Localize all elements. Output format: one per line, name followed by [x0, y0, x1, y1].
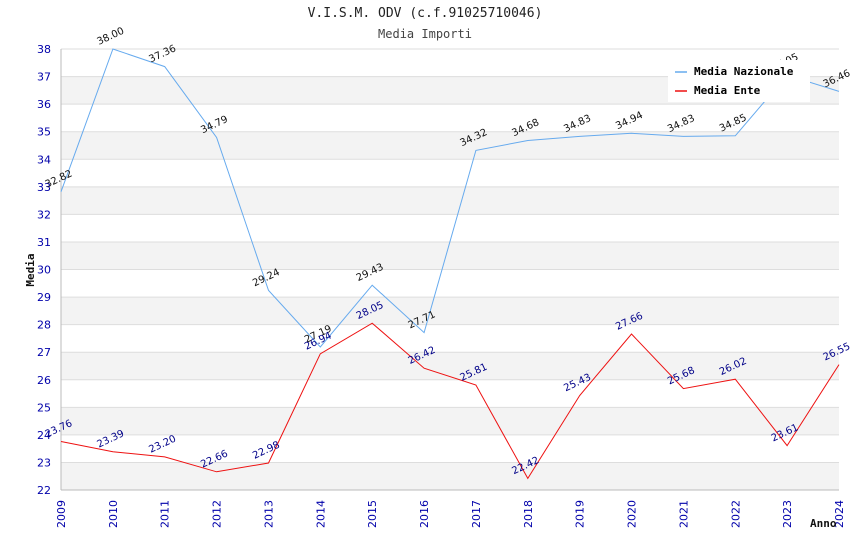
x-tick-label: 2016 — [418, 500, 431, 528]
chart-subtitle: Media Importi — [378, 27, 472, 41]
x-tick-label: 2022 — [729, 500, 742, 528]
x-tick-label: 2018 — [522, 500, 535, 528]
y-tick-label: 27 — [37, 346, 51, 359]
y-tick-label: 24 — [37, 429, 51, 442]
data-label: 34.94 — [614, 110, 645, 132]
y-tick-label: 28 — [37, 319, 51, 332]
y-tick-label: 38 — [37, 43, 51, 56]
series-lines — [60, 48, 840, 480]
x-tick-label: 2012 — [211, 500, 224, 528]
y-tick-label: 32 — [37, 208, 51, 221]
x-tick-label: 2020 — [626, 500, 639, 528]
data-label: 37.36 — [147, 43, 178, 65]
y-tick-label: 34 — [37, 153, 51, 166]
x-tick-label: 2013 — [262, 500, 275, 528]
data-label: 23.20 — [147, 434, 178, 456]
x-tick-label: 2010 — [107, 500, 120, 528]
y-tick-label: 29 — [37, 291, 51, 304]
x-tick-label: 2017 — [470, 500, 483, 528]
data-label: 38.00 — [95, 26, 126, 48]
plot-bands — [61, 76, 839, 490]
y-tick-label: 35 — [37, 126, 51, 139]
y-tick-label: 26 — [37, 374, 51, 387]
legend: Media Nazionale Media Ente — [668, 60, 810, 102]
y-tick-label: 33 — [37, 181, 51, 194]
axes — [60, 49, 839, 491]
x-axis-title: Anno — [810, 517, 837, 530]
data-label: 23.76 — [44, 418, 75, 440]
y-tick-label: 25 — [37, 401, 51, 414]
chart-title: V.I.S.M. ODV (c.f.91025710046) — [307, 6, 543, 21]
series-line-ente — [60, 322, 840, 480]
y-axis-title: Media — [24, 253, 37, 286]
x-tick-labels: 2009 2010 2011 2012 2013 2014 2015 2016 2017 2018… — [55, 500, 846, 528]
y-tick-label: 30 — [37, 264, 51, 277]
plot-band — [61, 352, 839, 380]
y-tick-label: 23 — [37, 456, 51, 469]
y-tick-label: 37 — [37, 71, 51, 84]
plot-band — [61, 241, 839, 270]
y-tick-label: 36 — [37, 98, 51, 111]
plot-band — [61, 297, 839, 325]
x-tick-label: 2015 — [366, 500, 379, 528]
x-tick-label: 2021 — [677, 500, 690, 528]
y-tick-labels: 22 23 24 25 26 27 28 29 30 31 32 33 34 35 36 37 38 — [37, 43, 51, 497]
plot-band — [61, 462, 839, 490]
x-tick-label: 2024 — [833, 500, 846, 528]
legend-box — [668, 60, 810, 102]
x-tick-label: 2009 — [55, 500, 68, 528]
data-label: 29.24 — [251, 267, 282, 289]
x-tick-label: 2023 — [781, 500, 794, 528]
legend-label-ente: Media Ente — [694, 84, 761, 97]
plot-band — [61, 407, 839, 435]
x-tick-label: 2011 — [159, 500, 172, 528]
y-tick-label: 31 — [37, 236, 51, 249]
plot-band — [61, 186, 839, 215]
x-tick-label: 2014 — [314, 500, 327, 528]
x-tick-label: 2019 — [574, 500, 587, 528]
y-tick-label: 22 — [37, 484, 51, 497]
legend-label-nazionale: Media Nazionale — [694, 65, 794, 78]
series-line-nazionale — [60, 48, 840, 348]
data-label: 22.98 — [251, 440, 282, 462]
